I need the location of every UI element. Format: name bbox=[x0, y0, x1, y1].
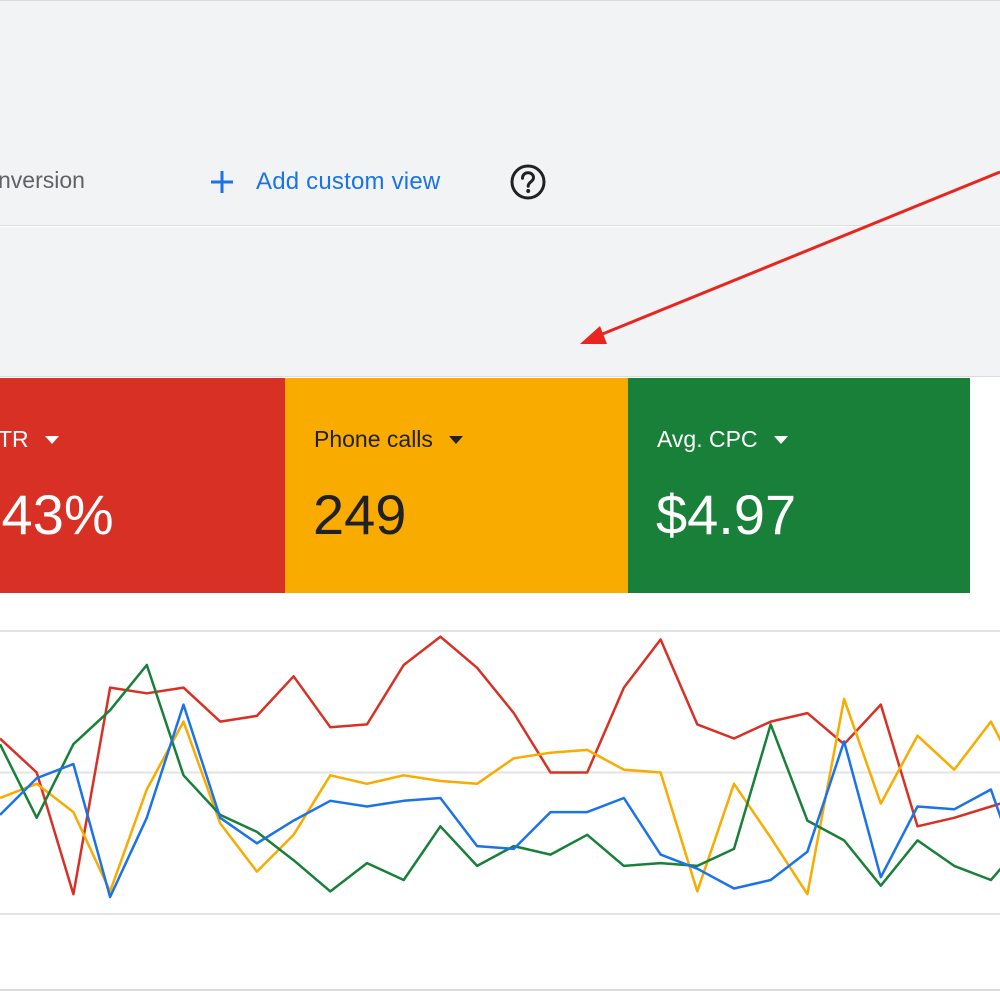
view-tab-conversion[interactable]: nversion bbox=[0, 167, 85, 193]
add-custom-view-button[interactable]: Add custom view bbox=[208, 161, 440, 203]
metric-tile-ctr[interactable]: TR .43% bbox=[0, 378, 285, 593]
toolbar-spacer bbox=[0, 227, 1000, 377]
bottom-divider bbox=[0, 989, 1000, 991]
metric-value: .43% bbox=[0, 483, 114, 546]
metric-tile-ctr-header[interactable]: TR bbox=[0, 426, 61, 453]
metric-title: Phone calls bbox=[314, 426, 433, 452]
series-line-1 bbox=[0, 697, 1000, 896]
view-toolbar: nversion Add custom view bbox=[0, 0, 1000, 226]
series-line-3 bbox=[0, 703, 1000, 899]
metric-title: TR bbox=[0, 426, 29, 452]
plus-icon bbox=[211, 171, 233, 193]
caret-down-icon bbox=[44, 435, 59, 444]
series-line-2 bbox=[0, 663, 1000, 893]
metric-tile-phone-calls[interactable]: Phone calls 249 bbox=[285, 378, 628, 593]
metric-tile-avg-cpc[interactable]: Avg. CPC $4.97 bbox=[628, 378, 970, 593]
help-circle-icon[interactable] bbox=[509, 163, 547, 201]
line-chart bbox=[0, 630, 1000, 915]
metric-title: Avg. CPC bbox=[657, 426, 758, 452]
metric-value: 249 bbox=[313, 483, 407, 546]
caret-down-icon bbox=[773, 435, 788, 444]
add-custom-view-label: Add custom view bbox=[256, 168, 441, 195]
caret-down-icon bbox=[448, 435, 463, 444]
metric-value: $4.97 bbox=[656, 483, 797, 546]
performance-chart bbox=[0, 594, 1000, 1000]
metric-tile-phone-calls-header[interactable]: Phone calls bbox=[314, 426, 465, 453]
metric-tile-avg-cpc-header[interactable]: Avg. CPC bbox=[657, 426, 790, 453]
